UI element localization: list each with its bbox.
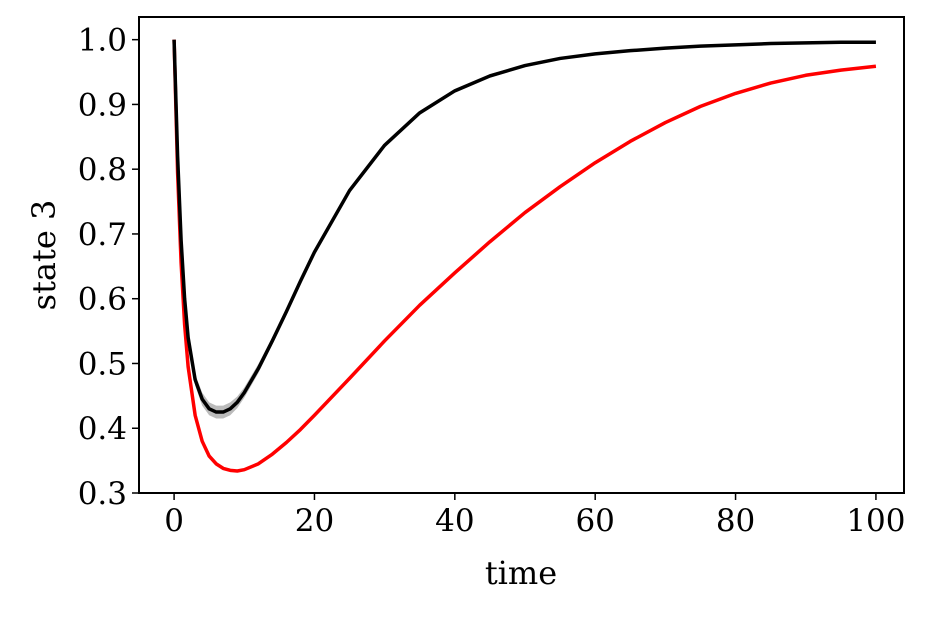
- y-tick-label: 0.5: [78, 346, 127, 382]
- x-axis-label: time: [485, 554, 557, 592]
- x-axis: 0 20 40 60 80 100: [164, 493, 906, 539]
- plot-area: [172, 39, 877, 473]
- series-0-line: [172, 39, 877, 473]
- y-axis-label: state 3: [25, 200, 63, 311]
- y-axis: 0.3 0.4 0.5 0.6 0.7 0.8 0.9 1.0: [78, 23, 139, 512]
- x-tick-label: 20: [295, 503, 334, 539]
- plot-frame: [138, 16, 905, 494]
- y-tick-label: 1.0: [78, 23, 127, 59]
- x-tick-label: 60: [575, 503, 614, 539]
- y-tick-label: 0.8: [78, 152, 127, 188]
- x-tick-label: 80: [716, 503, 755, 539]
- series-1-band: [174, 39, 876, 419]
- y-tick-label: 0.9: [78, 87, 127, 123]
- x-tick-label: 100: [846, 503, 905, 539]
- x-tick-label: 40: [435, 503, 474, 539]
- x-tick-label: 0: [164, 503, 184, 539]
- y-tick-label: 0.4: [78, 411, 127, 447]
- y-tick-label: 0.7: [78, 217, 127, 253]
- y-tick-label: 0.3: [78, 476, 127, 512]
- series-1-line: [172, 39, 876, 414]
- y-tick-label: 0.6: [78, 282, 127, 318]
